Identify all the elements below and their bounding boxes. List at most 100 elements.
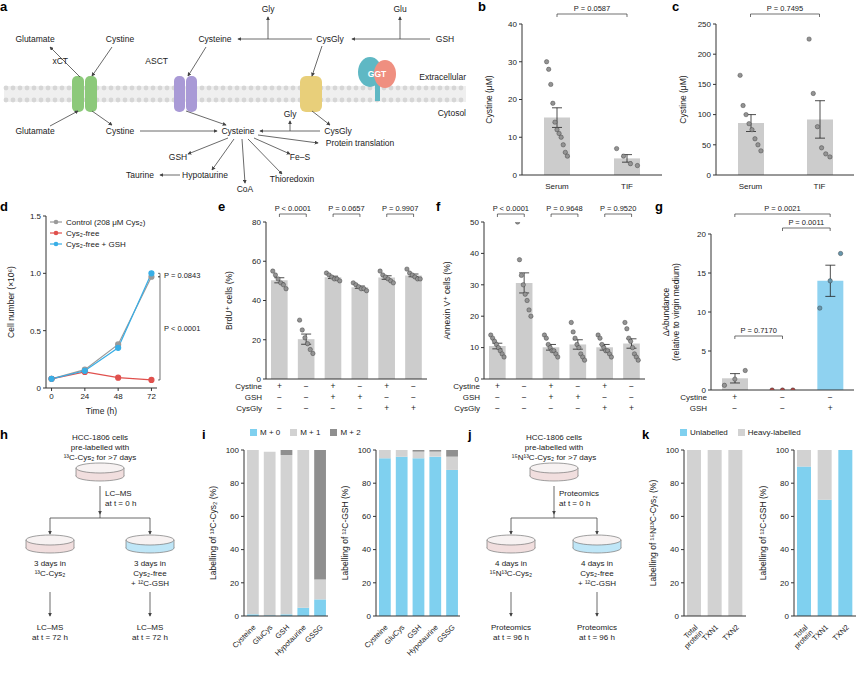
svg-text:GluCys: GluCys — [383, 623, 407, 647]
svg-text:60: 60 — [780, 512, 789, 521]
svg-text:TIF: TIF — [621, 182, 633, 191]
svg-text:Labelling of ¹²C-GSH (%): Labelling of ¹²C-GSH (%) — [758, 486, 768, 581]
svg-text:Cystine: Cystine — [235, 382, 262, 391]
svg-text:Cysteine: Cysteine — [198, 34, 231, 44]
svg-text:40: 40 — [470, 249, 479, 258]
svg-text:+: + — [575, 392, 580, 402]
svg-text:72: 72 — [147, 392, 156, 401]
svg-text:at t = 72 h: at t = 72 h — [32, 633, 68, 642]
svg-text:+: + — [384, 381, 389, 391]
svg-text:−: − — [629, 392, 634, 402]
svg-text:−: − — [602, 392, 607, 402]
svg-text:+: + — [495, 381, 500, 391]
svg-text:Control (208 μM Cys₂): Control (208 μM Cys₂) — [66, 218, 146, 227]
svg-text:0: 0 — [367, 612, 372, 621]
svg-text:60: 60 — [670, 512, 679, 521]
svg-text:Proteomics: Proteomics — [577, 623, 617, 632]
svg-text:¹³C-Cys₂ for >7 days: ¹³C-Cys₂ for >7 days — [64, 453, 137, 462]
svg-text:P = 0.9907: P = 0.9907 — [382, 204, 418, 213]
svg-text:−: − — [780, 392, 785, 402]
svg-text:4 days in: 4 days in — [495, 559, 527, 568]
svg-text:−: − — [575, 403, 580, 413]
svg-text:0: 0 — [257, 375, 262, 384]
svg-text:at t = 0 h: at t = 0 h — [559, 499, 590, 508]
svg-text:Cys₂-free: Cys₂-free — [133, 569, 167, 578]
svg-text:Proteomics: Proteomics — [559, 489, 599, 498]
svg-text:P = 0.0011: P = 0.0011 — [788, 218, 824, 227]
svg-text:200: 200 — [698, 50, 712, 59]
svg-text:−: − — [732, 403, 737, 413]
svg-text:−: − — [357, 403, 362, 413]
svg-text:20: 20 — [252, 336, 261, 345]
svg-text:10: 10 — [470, 343, 479, 352]
svg-text:0: 0 — [475, 375, 480, 384]
svg-text:¹³C-Cys₂: ¹³C-Cys₂ — [35, 569, 66, 578]
svg-text:80: 80 — [780, 479, 789, 488]
svg-text:Cystine: Cystine — [106, 126, 135, 136]
svg-text:80: 80 — [362, 479, 371, 488]
svg-text:CysGly: CysGly — [454, 404, 480, 413]
svg-text:P < 0.0001: P < 0.0001 — [275, 204, 311, 213]
svg-text:100: 100 — [358, 446, 372, 455]
svg-text:80: 80 — [252, 218, 261, 227]
svg-text:CysGly: CysGly — [236, 404, 262, 413]
svg-text:100: 100 — [226, 446, 240, 455]
svg-text:¹⁵N¹³C-Cys₂ for >7 days: ¹⁵N¹³C-Cys₂ for >7 days — [512, 453, 596, 462]
svg-text:+: + — [602, 381, 607, 391]
svg-text:20: 20 — [508, 95, 517, 104]
svg-text:100: 100 — [776, 446, 790, 455]
svg-text:Labelling of ¹²C-GSH (%): Labelling of ¹²C-GSH (%) — [340, 486, 350, 581]
svg-text:3 days in: 3 days in — [34, 559, 66, 568]
svg-text:xCT: xCT — [52, 56, 68, 66]
svg-text:−: − — [411, 392, 416, 402]
svg-text:HCC-1806 cells: HCC-1806 cells — [526, 433, 582, 442]
svg-text:Taurine: Taurine — [126, 170, 154, 180]
svg-text:GSH: GSH — [690, 404, 708, 413]
svg-text:Cystine: Cystine — [106, 34, 135, 44]
svg-text:LC–MS: LC–MS — [137, 623, 164, 632]
svg-text:P = 0.9520: P = 0.9520 — [600, 204, 636, 213]
svg-text:−: − — [522, 381, 527, 391]
svg-text:+: + — [549, 381, 554, 391]
svg-text:60: 60 — [230, 512, 239, 521]
svg-text:−: − — [384, 392, 389, 402]
svg-text:ΔAbundance: ΔAbundance — [661, 287, 671, 336]
svg-text:0: 0 — [49, 392, 54, 401]
svg-text:250: 250 — [698, 20, 712, 29]
svg-text:+: + — [331, 381, 336, 391]
svg-text:50: 50 — [702, 141, 711, 150]
svg-text:HCC-1806 cells: HCC-1806 cells — [72, 433, 128, 442]
svg-text:Hypotaurine: Hypotaurine — [405, 623, 440, 658]
svg-text:GSH: GSH — [436, 34, 454, 44]
svg-text:Glutamate: Glutamate — [15, 126, 54, 136]
svg-text:80: 80 — [670, 479, 679, 488]
svg-text:GSH: GSH — [463, 393, 481, 402]
svg-text:P = 0.7495: P = 0.7495 — [767, 4, 803, 13]
svg-text:1.0: 1.0 — [30, 269, 42, 278]
svg-text:+: + — [629, 403, 634, 413]
svg-text:LC–MS: LC–MS — [37, 623, 64, 632]
svg-text:Cytosol: Cytosol — [438, 108, 466, 118]
svg-text:100: 100 — [666, 446, 680, 455]
svg-text:0: 0 — [785, 612, 790, 621]
svg-text:+ ¹²C-GSH: + ¹²C-GSH — [578, 579, 616, 588]
svg-text:10: 10 — [697, 308, 706, 317]
svg-text:5: 5 — [702, 347, 707, 356]
svg-text:0.5: 0.5 — [30, 327, 42, 336]
svg-text:+: + — [602, 403, 607, 413]
svg-text:50: 50 — [470, 218, 479, 227]
svg-text:+: + — [357, 392, 362, 402]
svg-text:Extracellular: Extracellular — [419, 72, 466, 82]
svg-text:P = 0.0657: P = 0.0657 — [328, 204, 364, 213]
svg-text:20: 20 — [362, 579, 371, 588]
svg-text:150: 150 — [698, 80, 712, 89]
svg-text:20: 20 — [697, 230, 706, 239]
svg-text:P = 0.0587: P = 0.0587 — [574, 4, 610, 13]
svg-text:40: 40 — [230, 545, 239, 554]
svg-text:+: + — [732, 392, 737, 402]
svg-text:Hypotaurine: Hypotaurine — [273, 623, 308, 658]
svg-text:¹⁵N¹³C-Cys₂: ¹⁵N¹³C-Cys₂ — [490, 569, 532, 578]
svg-text:at t = 0 h: at t = 0 h — [105, 499, 136, 508]
svg-text:GGT: GGT — [368, 69, 387, 79]
svg-text:at t = 96 h: at t = 96 h — [493, 633, 529, 642]
